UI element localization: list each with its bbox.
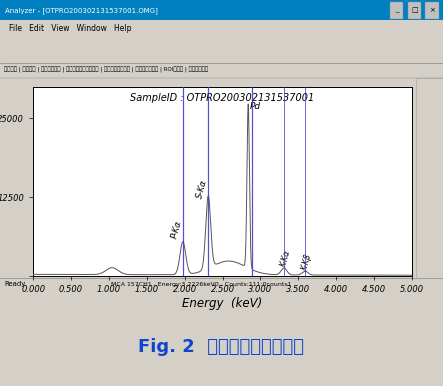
Text: Analyzer - [OTPRO200302131537001.OMG]: Analyzer - [OTPRO200302131537001.OMG] (5, 7, 158, 14)
Text: S-Kα: S-Kα (195, 178, 209, 199)
Text: Ready: Ready (4, 281, 26, 288)
Text: Fig. 2  日本産プロファイル: Fig. 2 日本産プロファイル (139, 339, 304, 356)
Text: P-Kα: P-Kα (171, 219, 184, 239)
Bar (0, 36, 443, 63)
Bar (416, 78, 443, 286)
Bar (0, 20, 443, 36)
Bar (408, 2, 421, 19)
Text: 測定合計 | 生データ | 平準化データ | ピークカーソルデータ | ピーク分計データ | 元素分析データ | ROIデータ | 検量値データ: 測定合計 | 生データ | 平準化データ | ピークカーソルデータ | ピーク分… (4, 67, 209, 73)
Bar (0, 0, 443, 20)
Text: K-Kα: K-Kα (279, 249, 292, 268)
Bar (390, 2, 403, 19)
Text: ×: × (429, 7, 435, 13)
Text: □: □ (411, 7, 417, 13)
Text: _: _ (395, 7, 398, 13)
Bar (0, 63, 443, 78)
Text: MCA 157CH1 , Energy:3.2226keV0 , Counts:111:0counts1: MCA 157CH1 , Energy:3.2226keV0 , Counts:… (111, 282, 291, 287)
Text: File   Edit   View   Window   Help: File Edit View Window Help (9, 24, 132, 33)
Bar (425, 2, 439, 19)
X-axis label: Energy  (keV): Energy (keV) (183, 297, 263, 310)
Text: SampleID : OTPRO200302131537001: SampleID : OTPRO200302131537001 (131, 93, 315, 103)
Text: K-Kβ: K-Kβ (300, 252, 313, 271)
Bar (0, 278, 443, 291)
Text: Pd: Pd (250, 102, 261, 111)
